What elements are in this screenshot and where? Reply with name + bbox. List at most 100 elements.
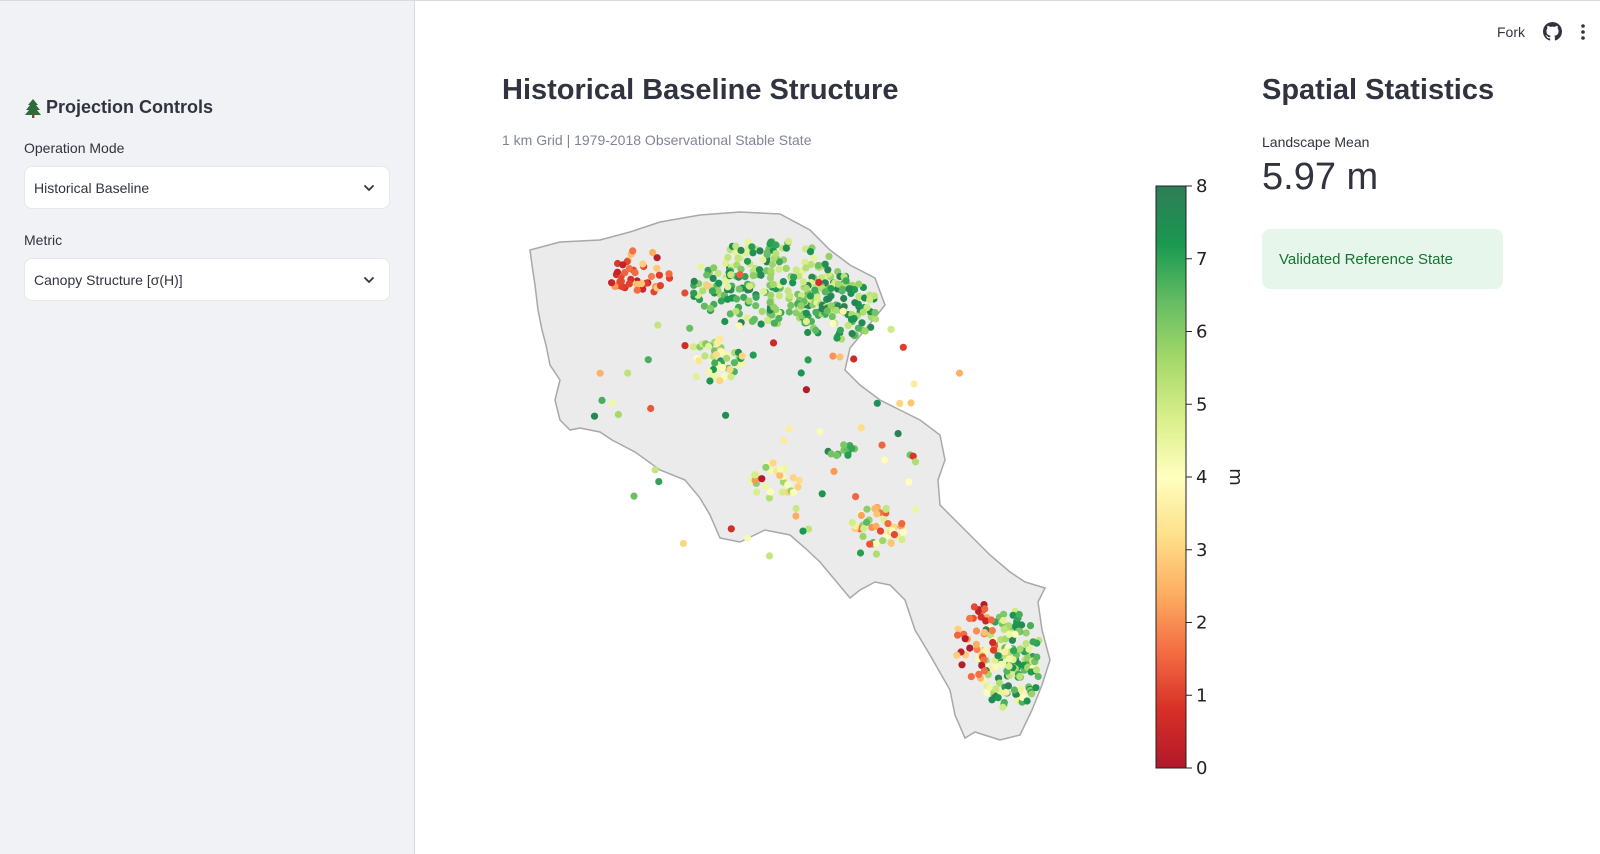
- data-point: [767, 291, 775, 299]
- data-point: [911, 458, 920, 466]
- data-point: [701, 352, 709, 360]
- data-point: [763, 248, 772, 256]
- data-point: [887, 539, 895, 547]
- chevron-down-icon: [364, 184, 374, 191]
- data-point: [882, 504, 890, 513]
- data-point: [861, 327, 869, 335]
- data-point: [681, 342, 689, 350]
- data-point: [1010, 686, 1018, 694]
- data-point: [776, 465, 784, 473]
- data-point: [722, 411, 730, 419]
- data-point: [850, 355, 858, 363]
- data-point: [750, 315, 758, 323]
- data-point: [690, 289, 698, 297]
- data-point: [736, 271, 744, 279]
- data-point: [633, 286, 641, 294]
- data-point: [689, 343, 697, 351]
- data-point: [653, 254, 661, 262]
- data-point: [766, 274, 774, 282]
- data-point: [988, 627, 996, 635]
- data-point: [613, 268, 621, 276]
- data-point: [1011, 630, 1019, 638]
- data-point: [857, 424, 865, 432]
- data-point: [872, 315, 880, 323]
- main-menu-button[interactable]: [1580, 23, 1586, 41]
- data-point: [909, 452, 917, 460]
- data-point: [614, 410, 622, 419]
- data-point: [786, 292, 794, 300]
- data-point: [727, 271, 735, 279]
- evergreen-tree-icon: [25, 98, 41, 118]
- metric-select[interactable]: Canopy Structure [σ(H)]: [24, 258, 390, 301]
- data-point: [629, 247, 637, 255]
- data-point: [860, 524, 868, 533]
- data-point: [608, 399, 616, 407]
- data-point: [749, 249, 757, 257]
- data-point: [980, 667, 989, 675]
- data-point: [639, 285, 647, 293]
- data-point: [816, 427, 824, 436]
- data-point: [987, 616, 995, 624]
- data-point: [630, 492, 638, 500]
- data-point: [1032, 666, 1040, 674]
- data-point: [765, 552, 774, 560]
- data-point: [608, 279, 616, 287]
- data-point: [955, 369, 964, 377]
- data-point: [842, 277, 850, 285]
- data-point: [970, 603, 978, 611]
- data-point: [596, 369, 604, 377]
- data-point: [654, 321, 662, 329]
- data-point: [872, 522, 880, 530]
- data-point: [749, 272, 757, 280]
- fork-button[interactable]: Fork: [1497, 23, 1525, 40]
- data-point: [848, 444, 856, 452]
- data-point: [782, 244, 790, 252]
- data-point: [836, 326, 844, 334]
- github-button[interactable]: [1543, 22, 1562, 41]
- data-point: [692, 373, 700, 381]
- metric-label-landscape-mean: Landscape Mean: [1262, 134, 1370, 150]
- data-point: [807, 260, 815, 269]
- data-point: [836, 353, 844, 361]
- data-point: [708, 287, 716, 295]
- operation-mode-value: Historical Baseline: [34, 179, 150, 196]
- colorbar-tick-label: 6: [1196, 322, 1207, 343]
- colorbar: [1155, 185, 1187, 769]
- operation-mode-select[interactable]: Historical Baseline: [24, 166, 390, 209]
- data-point: [894, 430, 902, 438]
- data-point: [990, 646, 998, 654]
- data-point: [730, 359, 738, 367]
- data-point: [718, 363, 727, 372]
- colorbar-tick-label: 1: [1196, 685, 1207, 706]
- data-point: [598, 396, 606, 404]
- data-point: [758, 475, 766, 483]
- data-point: [1005, 630, 1013, 638]
- data-point: [814, 261, 822, 270]
- data-point: [995, 679, 1004, 687]
- data-point: [1010, 647, 1018, 655]
- data-point: [878, 441, 886, 449]
- data-point: [994, 694, 1002, 702]
- data-point: [1023, 697, 1031, 705]
- data-point: [898, 536, 906, 544]
- data-point: [839, 307, 847, 315]
- data-point: [825, 294, 833, 303]
- data-point: [994, 652, 1002, 660]
- data-point: [830, 467, 838, 475]
- data-point: [992, 685, 1000, 693]
- data-point: [690, 277, 698, 285]
- data-point: [854, 324, 862, 332]
- stats-title: Spatial Statistics: [1262, 74, 1495, 106]
- region-outline: [529, 211, 1051, 741]
- data-point: [721, 317, 729, 326]
- data-point: [686, 324, 694, 332]
- data-point: [780, 437, 788, 445]
- data-point: [887, 325, 895, 333]
- data-point: [756, 247, 764, 255]
- data-point: [855, 292, 863, 300]
- data-point: [797, 302, 805, 310]
- data-point: [787, 301, 795, 310]
- data-point: [785, 425, 793, 433]
- data-point: [982, 617, 990, 625]
- data-point: [1023, 654, 1032, 662]
